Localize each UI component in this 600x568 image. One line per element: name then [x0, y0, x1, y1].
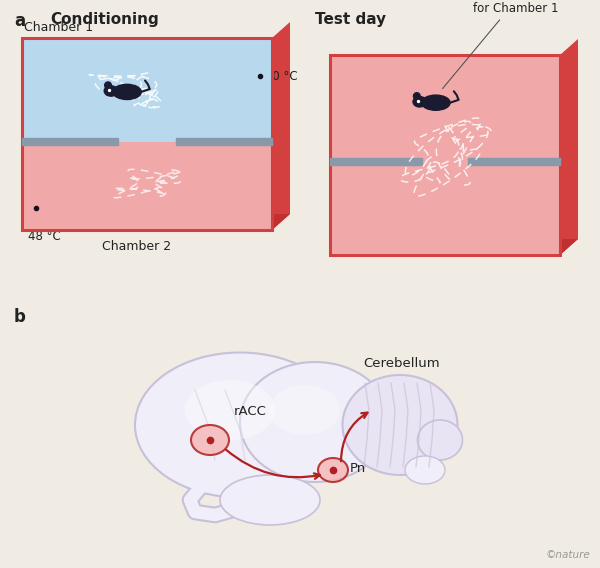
Ellipse shape — [422, 95, 450, 110]
Ellipse shape — [318, 458, 348, 482]
Polygon shape — [272, 22, 290, 230]
Polygon shape — [22, 38, 272, 141]
Ellipse shape — [413, 93, 420, 99]
Ellipse shape — [104, 82, 112, 89]
Text: Pn: Pn — [350, 462, 366, 475]
Text: Cerebellum: Cerebellum — [364, 357, 440, 370]
Ellipse shape — [413, 97, 426, 107]
Polygon shape — [330, 55, 560, 161]
Ellipse shape — [191, 425, 229, 455]
Polygon shape — [330, 157, 422, 165]
Polygon shape — [468, 157, 560, 165]
Ellipse shape — [113, 84, 141, 99]
Polygon shape — [22, 141, 272, 230]
Text: Chamber 1: Chamber 1 — [24, 21, 93, 34]
Ellipse shape — [343, 375, 458, 475]
Text: a: a — [14, 12, 25, 30]
Polygon shape — [22, 138, 118, 145]
Text: 48 °C: 48 °C — [28, 230, 61, 243]
Text: Conditioning: Conditioning — [50, 12, 159, 27]
Text: Preference
for Chamber 1: Preference for Chamber 1 — [443, 0, 558, 89]
Text: 30 °C: 30 °C — [265, 69, 298, 82]
Ellipse shape — [135, 353, 345, 498]
Text: Test day: Test day — [315, 12, 386, 27]
Ellipse shape — [185, 380, 275, 440]
Ellipse shape — [104, 86, 118, 96]
Text: b: b — [14, 308, 26, 326]
Polygon shape — [330, 161, 560, 255]
Polygon shape — [176, 138, 272, 145]
Text: ©nature: ©nature — [545, 550, 590, 560]
Text: Chamber 2: Chamber 2 — [102, 240, 171, 253]
Ellipse shape — [405, 456, 445, 484]
Polygon shape — [22, 214, 290, 230]
Polygon shape — [560, 39, 578, 255]
Ellipse shape — [418, 420, 463, 460]
Ellipse shape — [270, 385, 340, 435]
Ellipse shape — [240, 362, 390, 482]
Text: rACC: rACC — [234, 405, 267, 418]
Ellipse shape — [220, 475, 320, 525]
Polygon shape — [330, 239, 578, 255]
